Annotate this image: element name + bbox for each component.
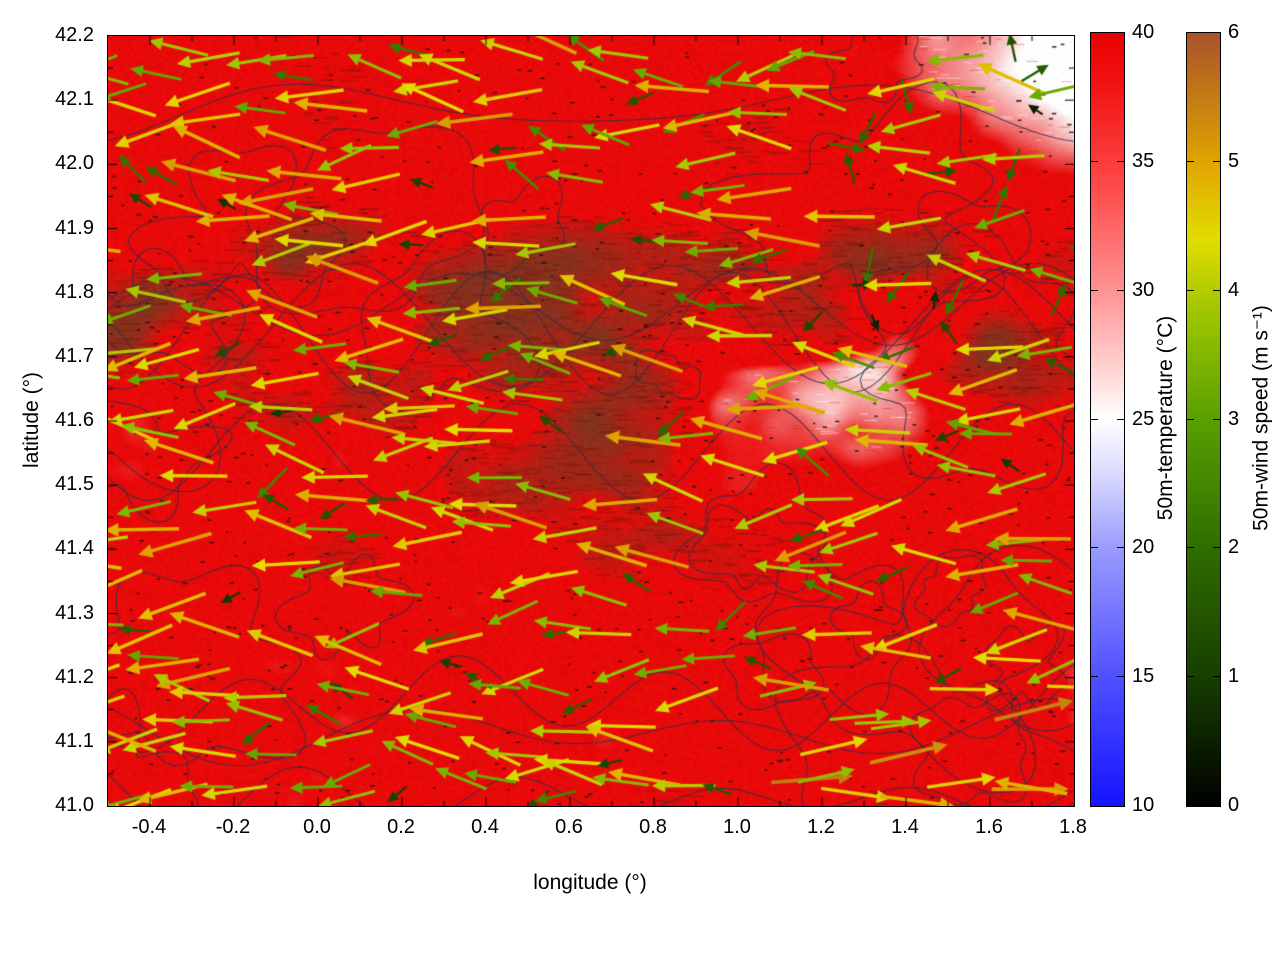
y-tick-label: 41.0	[55, 794, 94, 816]
colorbar-tick-mark	[1187, 547, 1194, 548]
colorbar-tick-mark	[1091, 161, 1098, 162]
y-tick-label: 41.4	[55, 537, 94, 560]
colorbar-tick-mark	[1187, 676, 1194, 677]
x-tick-label: 0.0	[303, 816, 331, 838]
colorbar-tick-label: 10	[1132, 794, 1155, 816]
temperature-wind-map-canvas	[108, 36, 1074, 806]
x-tick-label: -0.4	[131, 816, 167, 838]
wind-speed-colorbar-title: 50m-wind speed (m s⁻¹)	[1249, 305, 1273, 531]
colorbar-tick-mark	[1117, 547, 1124, 548]
colorbar-tick-mark	[1091, 676, 1098, 677]
x-axis-title: longitude (°)	[533, 871, 647, 894]
x-tick-label: 0.2	[387, 816, 415, 838]
colorbar-tick-mark	[1213, 676, 1220, 677]
y-tick-label: 41.6	[55, 409, 94, 431]
y-tick-label: 41.1	[55, 729, 94, 752]
colorbar-tick-label: 5	[1228, 149, 1240, 172]
colorbar-tick-label: 25	[1132, 407, 1155, 430]
x-tick-label: 0.8	[639, 816, 667, 838]
colorbar-tick-label: 1	[1228, 665, 1240, 688]
colorbar-tick-mark	[1187, 290, 1194, 291]
x-tick-label: 1.4	[891, 816, 919, 838]
y-tick-label: 42.0	[55, 152, 94, 175]
colorbar-tick-mark	[1187, 419, 1194, 420]
colorbar-tick-mark	[1213, 290, 1220, 291]
y-tick-label: 42.1	[55, 88, 94, 111]
colorbar-tick-label: 0	[1228, 794, 1240, 816]
colorbar-tick-mark	[1117, 290, 1124, 291]
x-tick-label: 1.8	[1059, 816, 1087, 838]
colorbar-tick-label: 4	[1228, 278, 1240, 301]
colorbar-tick-label: 35	[1132, 149, 1155, 172]
y-tick-label: 41.2	[55, 665, 94, 688]
x-tick-label: 0.6	[555, 816, 583, 838]
y-tick-label: 41.8	[55, 280, 94, 303]
plot-area	[107, 35, 1075, 807]
colorbar-tick-label: 2	[1228, 536, 1240, 559]
colorbar-tick-label: 6	[1228, 21, 1240, 43]
x-tick-label: 0.4	[471, 816, 499, 838]
colorbar-tick-label: 15	[1132, 665, 1155, 688]
y-tick-label: 41.3	[55, 601, 94, 624]
colorbar-tick-label: 40	[1132, 21, 1155, 43]
colorbar-tick-label: 30	[1132, 278, 1155, 301]
colorbar-tick-mark	[1117, 676, 1124, 677]
colorbar-tick-mark	[1187, 161, 1194, 162]
x-tick-label: 1.0	[723, 816, 751, 838]
colorbar-tick-label: 3	[1228, 407, 1240, 430]
colorbar-tick-mark	[1213, 161, 1220, 162]
colorbar-tick-mark	[1091, 419, 1098, 420]
y-tick-label: 42.2	[55, 24, 94, 46]
colorbar-tick-mark	[1091, 290, 1098, 291]
colorbar-tick-mark	[1213, 547, 1220, 548]
x-tick-label: 1.2	[807, 816, 835, 838]
colorbar-tick-mark	[1117, 161, 1124, 162]
colorbar-tick-mark	[1213, 419, 1220, 420]
colorbar-tick-label: 20	[1132, 536, 1155, 559]
temperature-colorbar-title: 50m-temperature (°C)	[1154, 315, 1177, 521]
y-tick-label: 41.5	[55, 473, 94, 496]
y-tick-label: 41.9	[55, 216, 94, 239]
y-tick-label: 41.7	[55, 344, 94, 367]
x-tick-label: -0.2	[215, 816, 251, 838]
x-tick-label: 1.6	[975, 816, 1003, 838]
colorbar-tick-mark	[1091, 547, 1098, 548]
colorbar-tick-mark	[1117, 419, 1124, 420]
